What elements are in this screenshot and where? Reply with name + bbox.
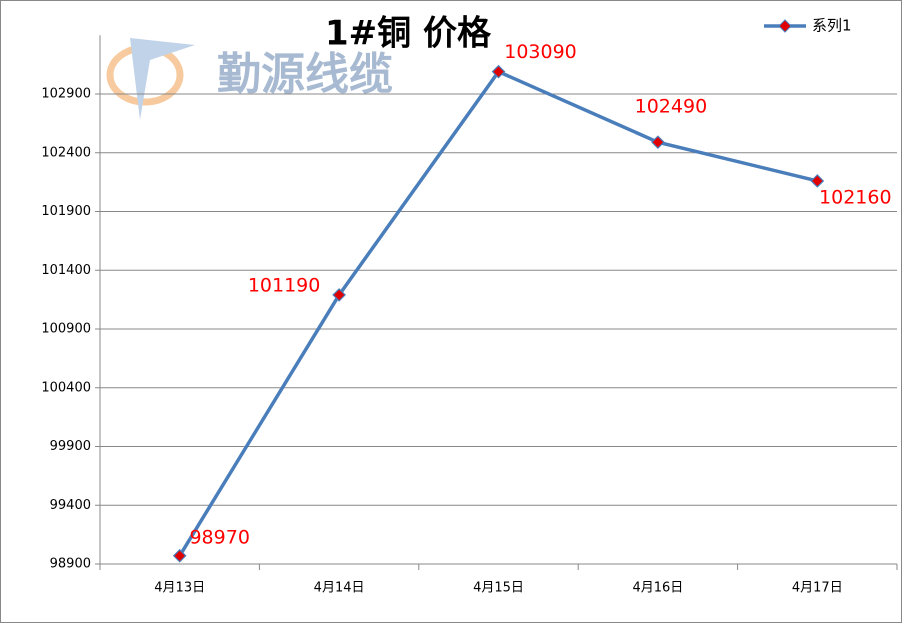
y-tick-label: 100900 bbox=[41, 322, 91, 337]
data-label: 102160 bbox=[819, 186, 892, 208]
data-label: 102490 bbox=[635, 96, 708, 118]
legend-marker bbox=[778, 19, 792, 33]
chart-title: 1#铜 价格 bbox=[325, 14, 492, 54]
legend-label: 系列1 bbox=[812, 17, 852, 35]
logo bbox=[106, 38, 195, 120]
x-tick-label: 4月15日 bbox=[473, 581, 524, 596]
y-tick-label: 102900 bbox=[41, 87, 91, 102]
x-tick-label: 4月13日 bbox=[154, 581, 205, 596]
x-tick-label: 4月16日 bbox=[632, 581, 683, 596]
y-tick-label: 99400 bbox=[50, 498, 91, 513]
marker bbox=[810, 174, 825, 188]
y-tick-label: 102400 bbox=[41, 145, 91, 160]
y-tick-label: 99900 bbox=[50, 439, 91, 454]
y-tick-label: 101400 bbox=[41, 263, 91, 278]
marker bbox=[332, 288, 346, 302]
data-label: 98970 bbox=[189, 526, 249, 548]
y-tick-label: 101900 bbox=[41, 204, 91, 219]
data-label: 101190 bbox=[248, 274, 321, 296]
x-tick-label: 4月14日 bbox=[314, 581, 365, 596]
y-tick-label: 100400 bbox=[41, 380, 91, 395]
watermark: 勤源线缆 bbox=[217, 49, 393, 100]
marker bbox=[651, 135, 665, 150]
y-tick-label: 98900 bbox=[50, 557, 91, 572]
data-label: 103090 bbox=[504, 41, 577, 63]
marker bbox=[491, 64, 506, 79]
x-tick-label: 4月17日 bbox=[792, 581, 843, 596]
marker bbox=[172, 548, 187, 563]
